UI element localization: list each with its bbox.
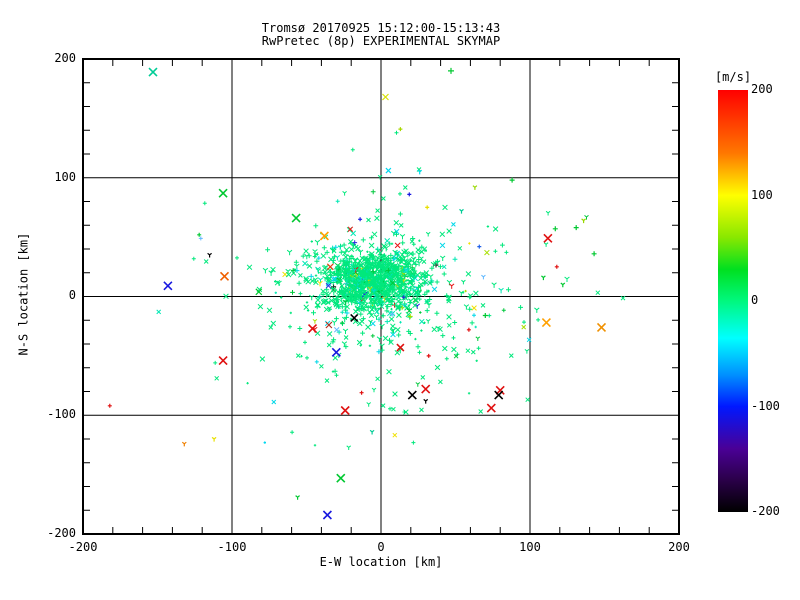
colorbar-tick-label: -100 — [751, 399, 780, 413]
gridlines — [83, 59, 679, 534]
y-tick-label: 200 — [54, 51, 76, 65]
colorbar-tick-label: 200 — [751, 82, 773, 96]
x-tick-label: -100 — [217, 540, 247, 554]
plot-border — [82, 58, 680, 535]
scatter-points — [156, 130, 626, 450]
colorbar-tick-label: -200 — [751, 504, 780, 518]
y-tick-label: -100 — [47, 407, 76, 421]
x-tick-label: -200 — [68, 540, 98, 554]
colorbar-units-label: [m/s] — [714, 70, 752, 84]
chart-title: Tromsø 20170925 15:12:00-15:13:43 — [261, 21, 501, 35]
y-tick-label: -200 — [47, 526, 76, 540]
y-axis-title: N-S location [km] — [16, 232, 31, 356]
colorbar-tick-label: 100 — [751, 188, 773, 202]
y-tick-label: 100 — [54, 170, 76, 184]
x-tick-label: 200 — [668, 540, 690, 554]
y-tick-label: 0 — [68, 288, 76, 302]
colorbar-gradient — [718, 90, 748, 512]
x-axis-title: E-W location [km] — [319, 555, 443, 569]
colorbar-tick-label: 0 — [751, 293, 759, 307]
x-tick-label: 0 — [377, 540, 385, 554]
outlier-points — [107, 67, 607, 520]
chart-subtitle: RwPretec (8p) EXPERIMENTAL SKYMAP — [261, 34, 501, 48]
x-tick-label: 100 — [519, 540, 541, 554]
minor-ticks — [83, 59, 679, 534]
